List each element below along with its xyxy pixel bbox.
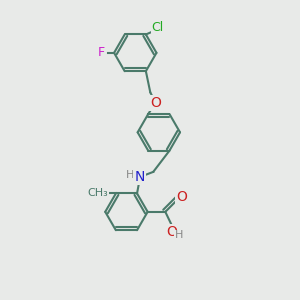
Text: F: F (98, 46, 105, 59)
Text: Cl: Cl (152, 21, 164, 34)
Text: H: H (175, 230, 183, 240)
Text: O: O (166, 225, 177, 239)
Text: O: O (176, 190, 187, 203)
Text: H: H (125, 170, 134, 180)
Text: N: N (134, 170, 145, 184)
Text: O: O (150, 96, 161, 110)
Text: CH₃: CH₃ (88, 188, 109, 199)
